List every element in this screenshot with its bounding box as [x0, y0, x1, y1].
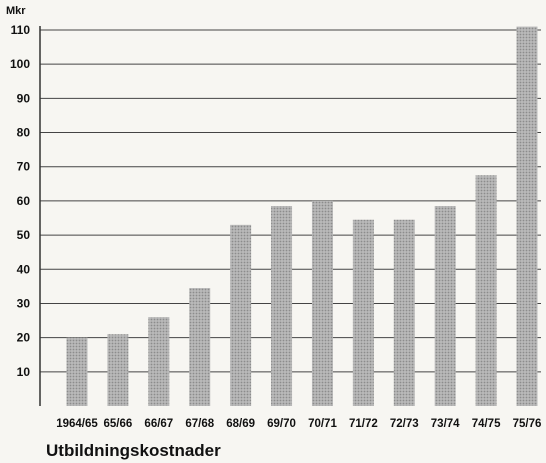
x-tick-label: 66/67	[144, 418, 173, 430]
y-tick-label: 30	[17, 296, 31, 310]
bar	[311, 200, 333, 406]
bar	[189, 288, 211, 406]
bar	[434, 206, 456, 406]
bar	[230, 224, 252, 406]
chart-title: Utbildningskostnader	[46, 441, 221, 460]
x-tick-label: 70/71	[308, 418, 337, 430]
bar	[352, 219, 374, 406]
x-tick-label: 73/74	[431, 418, 460, 430]
bar	[271, 206, 293, 406]
bar	[516, 26, 538, 406]
bar	[66, 337, 88, 406]
x-tick-label: 69/70	[267, 418, 296, 430]
x-tick-label: 75/76	[513, 418, 542, 430]
y-tick-label: 70	[17, 160, 31, 174]
x-tick-label: 72/73	[390, 418, 419, 430]
y-tick-label: 20	[17, 331, 31, 345]
x-tick-label: 1964/65	[56, 418, 98, 430]
bar	[475, 175, 497, 406]
y-tick-label: 100	[10, 57, 30, 71]
y-tick-label: 110	[11, 23, 31, 37]
x-tick-labels: 1964/65 65/66 66/67 67/68 68/69 69/70 70/71 71/…	[56, 418, 541, 430]
y-tick-label: 10	[17, 365, 31, 379]
y-tick-label: 50	[17, 228, 31, 242]
bars	[66, 26, 538, 406]
x-tick-label: 71/72	[349, 418, 378, 430]
y-tick-label: 40	[17, 262, 31, 276]
bar	[107, 334, 129, 406]
x-tick-label: 74/75	[472, 418, 501, 430]
x-tick-label: 65/66	[104, 418, 133, 430]
x-tick-label: 68/69	[226, 418, 255, 430]
y-tick-label: 60	[17, 194, 31, 208]
x-tick-label: 67/68	[185, 418, 214, 430]
y-tick-label: 80	[17, 126, 31, 140]
bar	[393, 219, 415, 406]
bar	[148, 317, 170, 406]
y-tick-labels: 10 20 30 40 50 60 70 80 90 100 110	[10, 23, 30, 379]
y-tick-label: 90	[17, 91, 31, 105]
y-axis-unit-label: Mkr	[6, 5, 26, 17]
